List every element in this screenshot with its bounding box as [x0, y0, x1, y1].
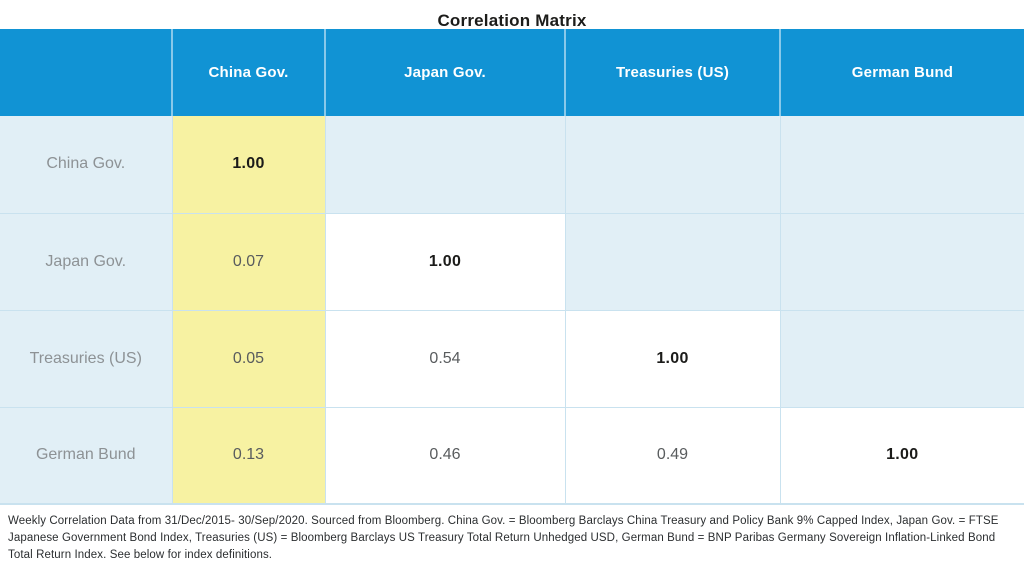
cell-japan-japan: 1.00: [324, 212, 566, 311]
column-header-china-gov: China Gov.: [172, 29, 326, 116]
cell-treasuries-japan: 0.54: [324, 309, 566, 408]
header-row: China Gov. Japan Gov. Treasuries (US) Ge…: [0, 29, 1024, 116]
correlation-matrix-table: China Gov. Japan Gov. Treasuries (US) Ge…: [0, 29, 1024, 505]
row-label-german-bund: German Bund: [0, 406, 173, 505]
table-row-treasuries-us: Treasuries (US) 0.05 0.54 1.00: [0, 309, 1024, 408]
cell-china-japan: [324, 116, 566, 214]
cell-bund-china: 0.13: [171, 406, 326, 505]
table-row-japan-gov: Japan Gov. 0.07 1.00: [0, 212, 1024, 311]
cell-treasuries-china: 0.05: [171, 309, 326, 408]
cell-treasuries-treasuries: 1.00: [564, 309, 781, 408]
cell-treasuries-bund: [779, 309, 1024, 408]
cell-china-china: 1.00: [171, 116, 326, 214]
corner-cell: [0, 29, 173, 116]
cell-china-treasuries: [564, 116, 781, 214]
cell-japan-treasuries: [564, 212, 781, 311]
cell-japan-china: 0.07: [171, 212, 326, 311]
cell-china-bund: [779, 116, 1024, 214]
column-header-treasuries-us: Treasuries (US): [565, 29, 781, 116]
column-header-german-bund: German Bund: [780, 29, 1024, 116]
page-title: Correlation Matrix: [437, 11, 587, 30]
cell-japan-bund: [779, 212, 1024, 311]
cell-bund-bund: 1.00: [779, 406, 1024, 505]
cell-bund-treasuries: 0.49: [564, 406, 781, 505]
table-row-german-bund: German Bund 0.13 0.46 0.49 1.00: [0, 406, 1024, 505]
column-header-japan-gov: Japan Gov.: [325, 29, 566, 116]
row-label-china-gov: China Gov.: [0, 116, 173, 214]
row-label-japan-gov: Japan Gov.: [0, 212, 173, 311]
row-label-treasuries-us: Treasuries (US): [0, 309, 173, 408]
cell-bund-japan: 0.46: [324, 406, 566, 505]
table-row-china-gov: China Gov. 1.00: [0, 116, 1024, 214]
footnote: Weekly Correlation Data from 31/Dec/2015…: [8, 515, 999, 561]
